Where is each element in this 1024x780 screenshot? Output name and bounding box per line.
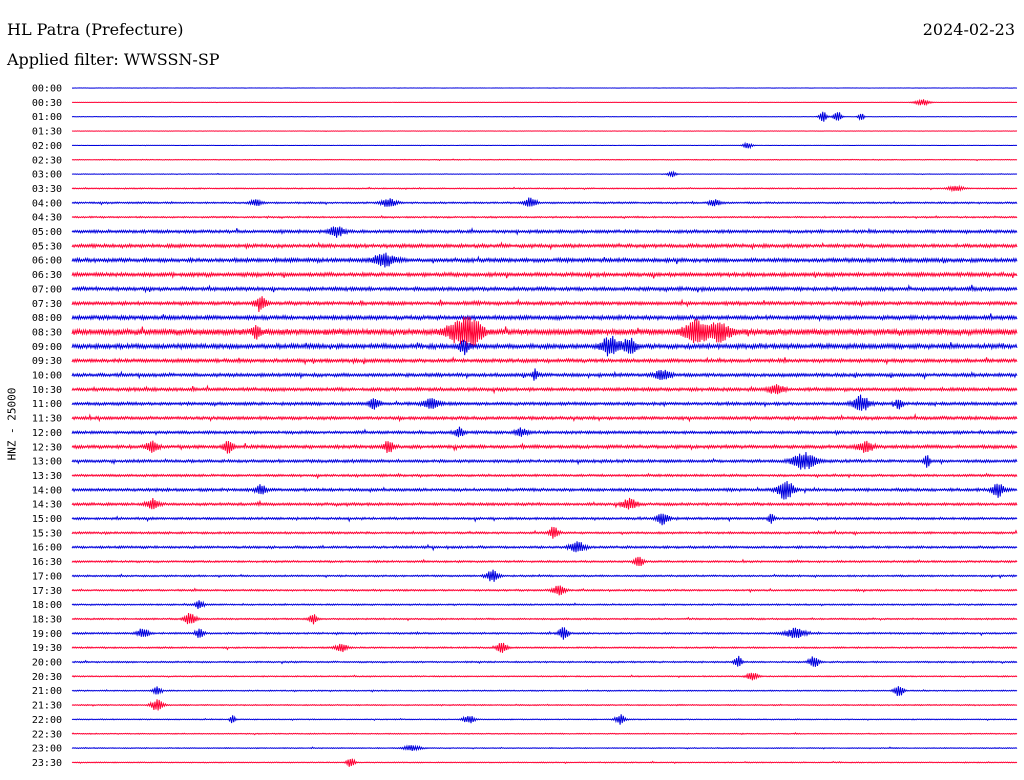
trace-0230 — [71, 158, 1018, 162]
time-label-0030: 00:30 — [32, 98, 62, 109]
time-label-0100: 01:00 — [32, 112, 62, 123]
trace-2330 — [71, 758, 1018, 767]
time-label-0600: 06:00 — [32, 256, 62, 267]
trace-1300 — [71, 451, 1018, 470]
time-label-2200: 22:00 — [32, 715, 62, 726]
time-label-0700: 07:00 — [32, 284, 62, 295]
trace-2130 — [71, 699, 1018, 711]
time-label-0130: 01:30 — [32, 127, 62, 138]
time-label-1730: 17:30 — [32, 586, 62, 597]
trace-0430 — [71, 215, 1018, 220]
trace-0030 — [71, 98, 1018, 107]
time-label-1630: 16:30 — [32, 557, 62, 568]
trace-2230 — [71, 732, 1018, 736]
time-label-2300: 23:00 — [32, 744, 62, 755]
trace-1100 — [71, 394, 1018, 411]
time-label-1230: 12:30 — [32, 442, 62, 453]
trace-1500 — [71, 513, 1018, 526]
time-label-0500: 05:00 — [32, 227, 62, 238]
trace-1030 — [71, 384, 1018, 395]
trace-2000 — [71, 655, 1018, 667]
trace-2100 — [71, 686, 1018, 696]
time-label-1100: 11:00 — [32, 399, 62, 410]
trace-1200 — [71, 426, 1018, 438]
time-label-1200: 12:00 — [32, 428, 62, 439]
time-label-0730: 07:30 — [32, 299, 62, 310]
time-label-0900: 09:00 — [32, 342, 62, 353]
time-label-0330: 03:30 — [32, 184, 62, 195]
station-title: HL Patra (Prefecture) — [7, 20, 184, 39]
trace-0630 — [71, 270, 1018, 280]
time-label-0630: 06:30 — [32, 270, 62, 281]
time-label-2030: 20:30 — [32, 672, 62, 683]
filter-label: Applied filter: WWSSN-SP — [7, 50, 220, 69]
trace-0700 — [71, 284, 1018, 294]
time-label-2100: 21:00 — [32, 686, 62, 697]
trace-0500 — [71, 226, 1018, 238]
time-label-2000: 20:00 — [32, 658, 62, 669]
trace-1830 — [71, 612, 1018, 625]
time-label-0300: 03:00 — [32, 170, 62, 181]
trace-0200 — [71, 141, 1018, 150]
trace-1530 — [71, 526, 1018, 539]
trace-1130 — [71, 412, 1018, 423]
trace-0730 — [71, 296, 1018, 313]
trace-1700 — [71, 569, 1018, 582]
time-label-0400: 04:00 — [32, 198, 62, 209]
trace-0100 — [71, 111, 1018, 122]
trace-1400 — [71, 480, 1018, 500]
trace-0130 — [71, 130, 1018, 133]
time-label-1830: 18:30 — [32, 614, 62, 625]
trace-2030 — [71, 672, 1018, 681]
trace-1330 — [71, 472, 1018, 480]
time-label-2130: 21:30 — [32, 701, 62, 712]
trace-1630 — [71, 556, 1018, 567]
trace-0600 — [71, 252, 1018, 268]
trace-1430 — [71, 497, 1018, 510]
trace-0930 — [71, 356, 1018, 366]
time-label-1330: 13:30 — [32, 471, 62, 482]
time-label-1530: 15:30 — [32, 528, 62, 539]
trace-1800 — [71, 600, 1018, 610]
time-label-0830: 08:30 — [32, 327, 62, 338]
time-label-0430: 04:30 — [32, 213, 62, 224]
time-label-2330: 23:30 — [32, 758, 62, 769]
trace-0830 — [71, 316, 1018, 349]
time-label-0230: 02:30 — [32, 155, 62, 166]
time-label-0930: 09:30 — [32, 356, 62, 367]
time-label-1900: 19:00 — [32, 629, 62, 640]
trace-0800 — [71, 313, 1018, 323]
trace-1000 — [71, 368, 1018, 381]
trace-0530 — [71, 241, 1018, 251]
time-label-0200: 02:00 — [32, 141, 62, 152]
time-label-1430: 14:30 — [32, 500, 62, 511]
time-label-0530: 05:30 — [32, 241, 62, 252]
time-label-1800: 18:00 — [32, 600, 62, 611]
trace-2200 — [71, 714, 1018, 725]
time-label-1130: 11:30 — [32, 414, 62, 425]
trace-0900 — [71, 335, 1018, 357]
time-label-1500: 15:00 — [32, 514, 62, 525]
trace-1730 — [71, 585, 1018, 596]
time-label-1000: 10:00 — [32, 371, 62, 382]
plot-date: 2024-02-23 — [922, 20, 1015, 39]
trace-1600 — [71, 541, 1018, 553]
time-label-2230: 22:30 — [32, 729, 62, 740]
time-label-1400: 14:00 — [32, 485, 62, 496]
time-label-1300: 13:00 — [32, 457, 62, 468]
time-label-1930: 19:30 — [32, 643, 62, 654]
time-label-0800: 08:00 — [32, 313, 62, 324]
trace-0400 — [71, 197, 1018, 207]
time-label-1600: 16:00 — [32, 543, 62, 554]
time-label-1030: 10:30 — [32, 385, 62, 396]
time-label-0000: 00:00 — [32, 84, 62, 95]
trace-1230 — [71, 440, 1018, 454]
trace-0330 — [71, 184, 1018, 193]
time-label-1700: 17:00 — [32, 571, 62, 582]
trace-0300 — [71, 170, 1018, 178]
trace-1930 — [71, 642, 1018, 653]
trace-2300 — [71, 744, 1018, 752]
trace-1900 — [71, 627, 1018, 640]
